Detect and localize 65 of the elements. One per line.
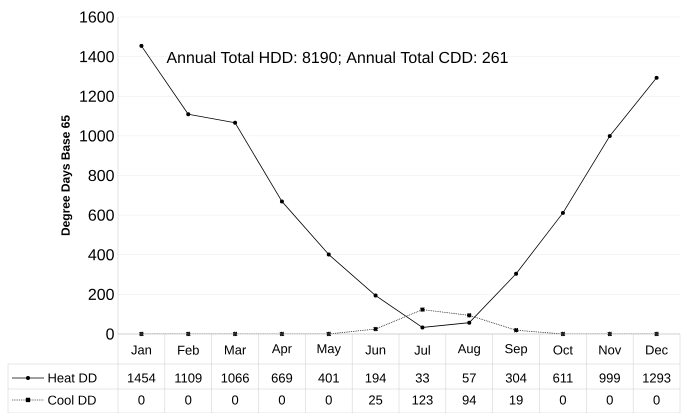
x-tick-label: Mar bbox=[225, 345, 246, 354]
data-label: 999 bbox=[600, 373, 620, 382]
x-tick-label: Sep bbox=[505, 344, 528, 356]
point bbox=[467, 320, 472, 325]
point bbox=[654, 76, 659, 80]
data-label: 0 bbox=[138, 395, 145, 404]
data-label: 669 bbox=[272, 373, 292, 382]
data-label: 94 bbox=[462, 395, 476, 404]
y-tick-label: 1400 bbox=[80, 50, 114, 62]
data-label: 0 bbox=[606, 395, 613, 404]
data-label: 304 bbox=[506, 373, 527, 382]
point bbox=[467, 313, 472, 318]
y-tick-label: 1600 bbox=[80, 11, 114, 23]
point bbox=[373, 326, 378, 332]
data-label: 0 bbox=[278, 395, 286, 404]
data-label: 25 bbox=[369, 395, 382, 404]
x-tick-label: Jul bbox=[414, 345, 430, 355]
data-label: 611 bbox=[553, 373, 573, 382]
x-tick-label: Feb bbox=[178, 345, 199, 355]
x-tick-label: Jun bbox=[365, 345, 386, 354]
point bbox=[514, 272, 518, 276]
legend-label: Cool DD bbox=[48, 395, 96, 405]
legend-label: Heat DD bbox=[48, 373, 97, 382]
x-tick-label: Nov bbox=[599, 345, 622, 354]
y-tick-label: 600 bbox=[88, 209, 114, 221]
x-tick-label: May bbox=[318, 344, 341, 356]
data-label: 1066 bbox=[222, 373, 249, 382]
annotation: Annual Total HDD: 8190; Annual Total CDD: 261 bbox=[166, 51, 508, 65]
data-label: 57 bbox=[462, 373, 476, 382]
point bbox=[608, 134, 612, 138]
y-tick-label: 1200 bbox=[80, 90, 114, 102]
data-label: 33 bbox=[416, 373, 430, 382]
data-label: 0 bbox=[560, 395, 566, 404]
y-tick-label: 400 bbox=[88, 249, 114, 260]
point bbox=[514, 328, 518, 332]
data-label: 1109 bbox=[175, 373, 202, 382]
x-tick-label: Dec bbox=[646, 345, 668, 354]
x-tick-label: Apr bbox=[272, 344, 292, 356]
point bbox=[326, 252, 331, 256]
y-axis-title: Degree Days Base 65 bbox=[61, 115, 72, 236]
data-label: 0 bbox=[653, 395, 660, 404]
point bbox=[186, 112, 190, 116]
data-label: 1454 bbox=[128, 373, 156, 382]
data-label: 1293 bbox=[643, 373, 670, 382]
y-tick-label: 800 bbox=[88, 170, 114, 182]
data-label: 123 bbox=[412, 395, 433, 404]
point bbox=[420, 307, 425, 312]
x-tick-label: Oct bbox=[553, 345, 573, 354]
point bbox=[233, 120, 238, 125]
point bbox=[139, 44, 144, 48]
data-label: 0 bbox=[185, 395, 192, 404]
data-label: 0 bbox=[232, 395, 238, 404]
x-tick-label: Aug bbox=[458, 344, 480, 356]
point bbox=[420, 325, 424, 330]
y-tick-label: 200 bbox=[88, 288, 114, 300]
data-label: 0 bbox=[326, 395, 332, 404]
x-tick-label: Jan bbox=[131, 345, 152, 354]
point bbox=[280, 199, 284, 204]
point bbox=[374, 293, 378, 298]
y-tick-label: 0 bbox=[106, 328, 114, 340]
point bbox=[560, 210, 565, 215]
y-tick-label: 1000 bbox=[80, 130, 114, 142]
data-label: 19 bbox=[510, 395, 523, 404]
data-label: 194 bbox=[366, 373, 386, 382]
data-label: 401 bbox=[318, 373, 339, 382]
